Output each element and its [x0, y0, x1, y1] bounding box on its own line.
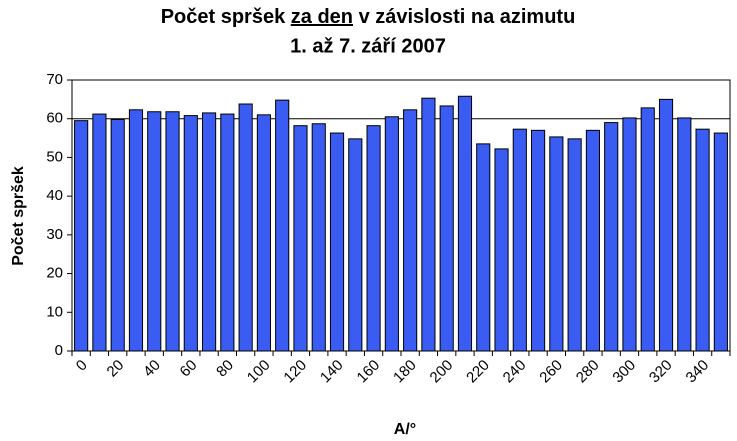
y-tick-label: 40: [46, 187, 63, 204]
bar: [494, 148, 509, 352]
x-tick-label: 260: [536, 357, 566, 387]
x-tick-label: 120: [280, 357, 310, 387]
x-tick-label: 240: [500, 357, 530, 387]
x-tick-label: 220: [463, 357, 493, 387]
title-underlined: za den: [291, 6, 353, 28]
bar: [549, 136, 564, 352]
bar: [512, 128, 527, 352]
x-tick-label: 200: [427, 357, 457, 387]
bar: [677, 117, 692, 352]
title-part: Počet spršek: [161, 6, 286, 28]
x-tick-label: 100: [244, 357, 274, 387]
x-tick-label: 160: [353, 357, 383, 387]
bar: [585, 129, 600, 352]
x-tick-label: 40: [140, 357, 164, 381]
title-part: v závislosti na azimutu: [359, 6, 576, 28]
bar: [348, 138, 363, 352]
y-tick-label: 20: [46, 265, 63, 282]
bar: [384, 116, 399, 352]
x-tick-label: 20: [104, 357, 128, 381]
chart-title: Počet spršek za den v závislosti na azim…: [161, 6, 576, 28]
x-axis-title: A/°: [394, 421, 416, 438]
bar: [293, 125, 308, 352]
bar: [329, 132, 345, 352]
chart-subtitle: 1. až 7. září 2007: [290, 35, 446, 57]
bar: [147, 111, 162, 352]
bar: [531, 129, 546, 352]
bar: [604, 122, 619, 352]
bar: [713, 132, 728, 352]
bar: [695, 128, 710, 352]
bar: [128, 109, 144, 352]
bar: [183, 115, 198, 352]
y-tick-label: 60: [46, 110, 63, 127]
bar: [567, 138, 582, 352]
x-tick-label: 280: [573, 357, 603, 387]
plot-frame: [71, 79, 731, 352]
y-tick-label: 0: [55, 342, 63, 359]
x-tick-label: 80: [213, 357, 237, 381]
y-axis-title: Počet spršek: [10, 166, 27, 266]
bar: [256, 114, 271, 352]
x-tick-label: 320: [646, 357, 676, 387]
x-tick-label: 340: [682, 357, 712, 387]
bar: [311, 123, 326, 352]
y-tick-label: 70: [46, 71, 63, 88]
bar: [202, 112, 217, 352]
y-tick-label: 30: [46, 226, 63, 243]
y-tick-label: 10: [46, 303, 63, 320]
bar: [220, 113, 235, 352]
bar: [658, 98, 674, 352]
x-tick-label: 0: [73, 357, 91, 375]
x-tick-label: 140: [317, 357, 347, 387]
y-tick-label: 50: [46, 148, 63, 165]
bar: [457, 95, 473, 352]
bar: [165, 111, 180, 352]
bar: [403, 109, 418, 352]
bar: [366, 125, 381, 352]
x-tick-label: 300: [609, 357, 639, 387]
bar: [622, 117, 637, 352]
bar: [92, 113, 107, 352]
bar: [238, 103, 253, 352]
bar: [439, 105, 454, 352]
bar: [476, 143, 491, 352]
x-tick-label: 60: [177, 357, 201, 381]
bar: [110, 118, 125, 352]
bar: [275, 99, 290, 352]
bar: [74, 120, 89, 352]
bar: [640, 107, 655, 352]
bar: [421, 97, 436, 352]
x-tick-label: 180: [390, 357, 420, 387]
